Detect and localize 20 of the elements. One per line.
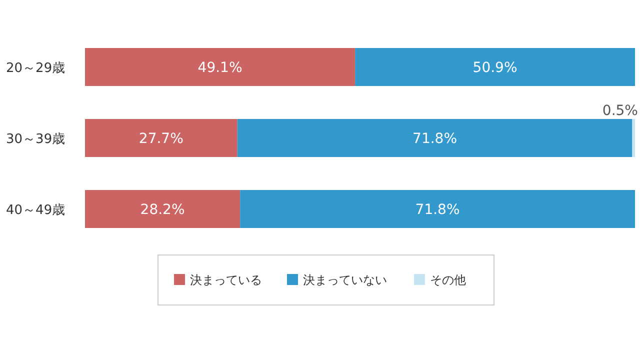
- data-label: 50.9%: [472, 60, 518, 76]
- y-tick-label: 30～39歳: [6, 132, 66, 147]
- data-label: 0.5%: [602, 103, 638, 119]
- legend-label: 決まっていない: [303, 273, 387, 287]
- data-label: 49.1%: [198, 60, 242, 76]
- bar: [85, 119, 238, 157]
- data-label: 27.7%: [138, 131, 184, 147]
- bar: [632, 119, 635, 157]
- y-tick-label: 40～49歳: [6, 203, 66, 218]
- data-label: 71.8%: [412, 131, 458, 147]
- bar: [237, 119, 632, 157]
- bar: [85, 190, 240, 228]
- bar: [355, 48, 635, 86]
- y-tick-label: 20～29歳: [6, 61, 66, 76]
- bar: [240, 190, 635, 228]
- bar: [85, 48, 356, 86]
- data-label: 28.2%: [140, 202, 185, 218]
- legend-label: 決まっている: [190, 273, 262, 287]
- legend-label: その他: [430, 273, 466, 287]
- data-label: 71.8%: [415, 202, 460, 218]
